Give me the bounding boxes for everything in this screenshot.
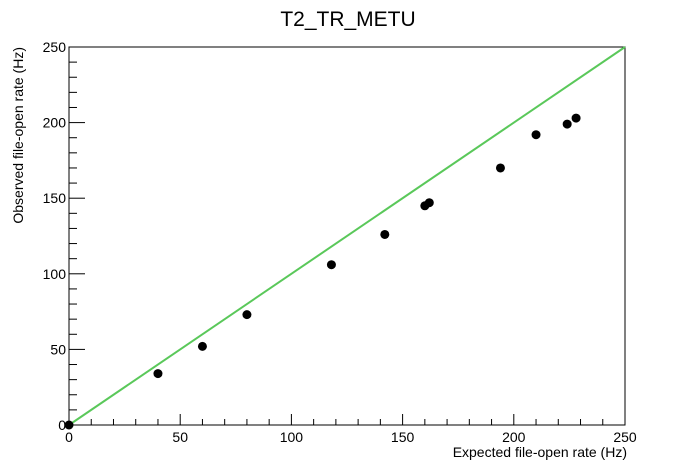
point: [562, 119, 572, 129]
x-tick-label: 200: [502, 429, 526, 445]
y-tick-label: 200: [43, 115, 67, 131]
plot-frame: [68, 46, 626, 426]
y-tick-label: 0: [58, 417, 66, 433]
point: [197, 341, 207, 351]
x-tick-label: 50: [172, 429, 188, 445]
point: [571, 113, 581, 123]
point: [424, 198, 434, 208]
y-tick-label: 50: [50, 341, 66, 357]
chart-title: T2_TR_METU: [280, 8, 415, 31]
x-tick-label: 150: [391, 429, 415, 445]
point: [495, 163, 505, 173]
y-tick-label: 250: [43, 39, 67, 55]
x-tick-label: 0: [65, 429, 73, 445]
reference-line: [68, 46, 626, 426]
point: [326, 260, 336, 270]
point: [153, 369, 163, 379]
x-tick-label: 100: [280, 429, 304, 445]
x-tick-label: 250: [613, 429, 637, 445]
point: [380, 229, 390, 239]
point: [64, 420, 74, 430]
point: [242, 310, 252, 320]
y-tick-label: 100: [43, 266, 67, 282]
point: [531, 130, 541, 140]
y-tick-label: 150: [43, 190, 67, 206]
y-axis-label: Observed file-open rate (Hz): [10, 47, 26, 224]
x-axis-label: Expected file-open rate (Hz): [453, 444, 627, 460]
